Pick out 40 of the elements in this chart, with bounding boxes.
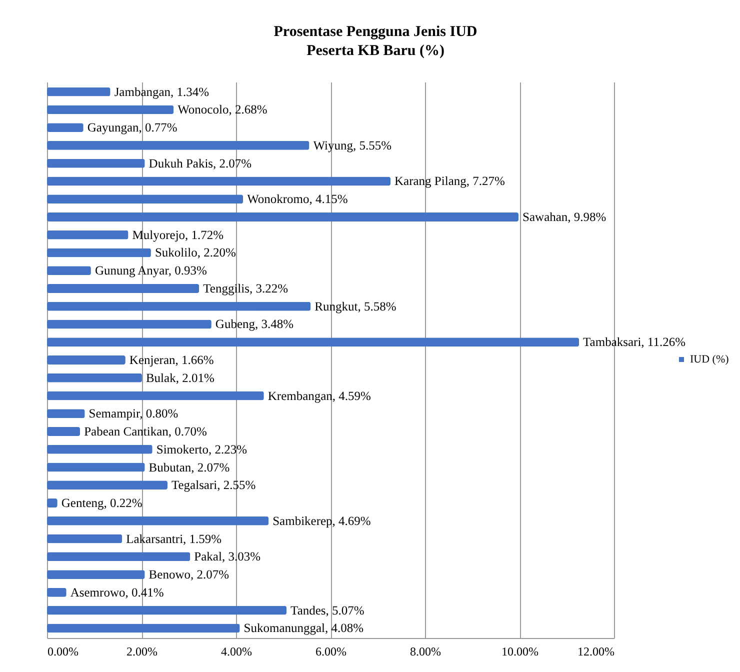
data-label: Gunung Anyar, 0.93% bbox=[94, 264, 207, 278]
data-label: Gayungan, 0.77% bbox=[87, 120, 178, 135]
data-label: Jambangan, 1.34% bbox=[114, 84, 210, 99]
legend-label: IUD (%) bbox=[690, 354, 730, 366]
data-label: Tambaksari, 11.26% bbox=[583, 335, 686, 350]
x-tick-label: 0.00% bbox=[48, 644, 78, 658]
data-label: Rungkut, 5.58% bbox=[314, 299, 396, 314]
data-label: Wonokromo, 4.15% bbox=[247, 192, 348, 206]
data-label: Bubutan, 2.07% bbox=[148, 460, 230, 474]
x-tick-label: 6.00% bbox=[316, 644, 346, 658]
data-label: Asemrowo, 0.41% bbox=[70, 585, 164, 600]
x-tick-label: 10.00% bbox=[502, 644, 538, 658]
data-label: Tandes, 5.07% bbox=[290, 603, 364, 618]
data-label: Semampir, 0.80% bbox=[88, 406, 178, 421]
data-label: Sawahan, 9.98% bbox=[522, 210, 606, 224]
data-label: Pabean Cantikan, 0.70% bbox=[84, 424, 207, 439]
data-label: Simokerto, 2.23% bbox=[156, 442, 247, 456]
data-label: Kenjeran, 1.66% bbox=[129, 353, 214, 367]
data-label: Sukolilo, 2.20% bbox=[154, 246, 236, 260]
data-label: Tenggilis, 3.22% bbox=[203, 281, 288, 296]
x-tick-label: 8.00% bbox=[410, 644, 441, 658]
data-label: Karang Pilang, 7.27% bbox=[394, 174, 505, 188]
data-label: Wiyung, 5.55% bbox=[313, 138, 392, 152]
x-tick-label: 2.00% bbox=[126, 644, 158, 658]
data-label: Gubeng, 3.48% bbox=[215, 317, 294, 332]
x-tick-label: 4.00% bbox=[221, 644, 252, 658]
data-label: Wonocolo, 2.68% bbox=[178, 102, 268, 117]
data-label: Genteng, 0.22% bbox=[61, 496, 142, 510]
data-label: Benowo, 2.07% bbox=[148, 568, 230, 582]
x-tick-label: 12.00% bbox=[578, 644, 614, 658]
data-label: Bulak, 2.01% bbox=[146, 370, 214, 385]
data-label: Sukomanunggal, 4.08% bbox=[244, 621, 364, 636]
data-label: Dukuh Pakis, 2.07% bbox=[148, 156, 252, 170]
data-label: Tegalsari, 2.55% bbox=[171, 478, 256, 492]
chart-title: Prosentase Pengguna Jenis IUD Peserta KB Baru (%) bbox=[274, 24, 478, 59]
data-label: Mulyorejo, 1.72% bbox=[132, 228, 224, 242]
data-label: Pakal, 3.03% bbox=[194, 550, 260, 564]
data-label: Sambikerep, 4.69% bbox=[272, 514, 371, 528]
data-label: Lakarsantri, 1.59% bbox=[126, 532, 222, 546]
data-label: Krembangan, 4.59% bbox=[268, 388, 371, 403]
